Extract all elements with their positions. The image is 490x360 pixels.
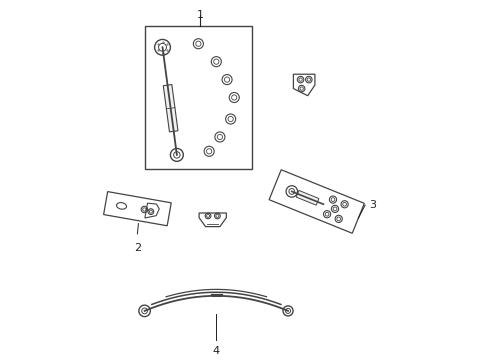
Text: 4: 4 [213, 346, 220, 356]
Text: 1: 1 [196, 10, 204, 20]
Text: 2: 2 [134, 243, 141, 253]
Polygon shape [296, 190, 319, 205]
Polygon shape [163, 85, 178, 132]
Bar [145, 26, 252, 169]
Text: 3: 3 [368, 200, 376, 210]
